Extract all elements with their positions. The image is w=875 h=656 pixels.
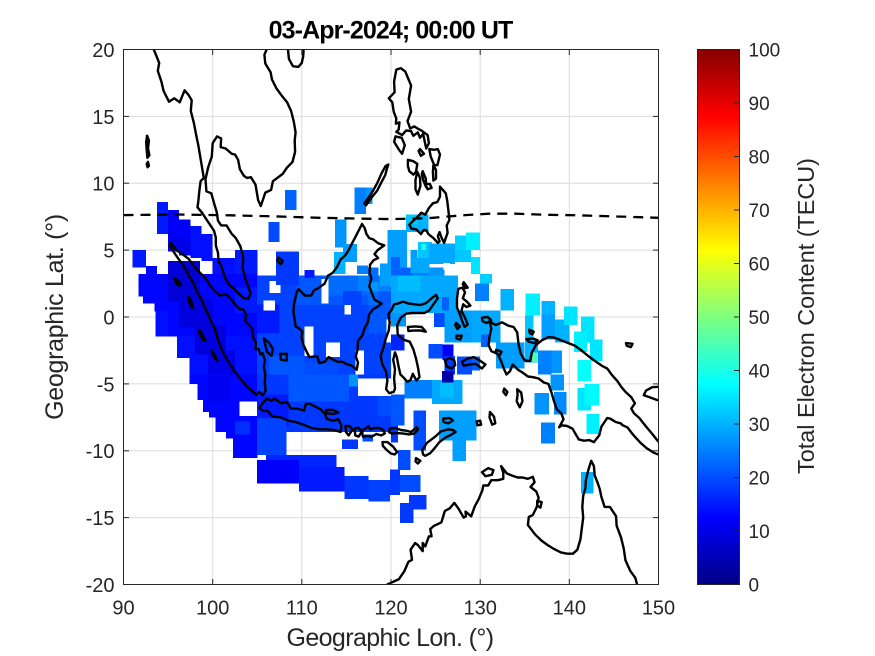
svg-text:120: 120: [374, 598, 407, 620]
svg-text:90: 90: [112, 598, 134, 620]
svg-text:130: 130: [464, 598, 497, 620]
svg-text:-10: -10: [86, 441, 115, 463]
svg-text:140: 140: [553, 598, 586, 620]
svg-text:70: 70: [749, 201, 770, 222]
svg-text:110: 110: [286, 598, 318, 620]
svg-text:03-Apr-2024; 00:00 UT: 03-Apr-2024; 00:00 UT: [269, 17, 513, 45]
svg-text:Geographic Lat. (°): Geographic Lat. (°): [41, 214, 69, 420]
svg-text:-5: -5: [97, 374, 115, 396]
svg-text:0: 0: [749, 576, 760, 597]
svg-text:-15: -15: [86, 508, 115, 530]
svg-text:100: 100: [749, 41, 781, 62]
svg-text:-20: -20: [86, 575, 115, 597]
svg-text:150: 150: [642, 598, 675, 620]
svg-text:5: 5: [103, 241, 114, 263]
svg-text:15: 15: [92, 107, 114, 129]
svg-text:60: 60: [749, 255, 770, 276]
svg-text:0: 0: [103, 307, 114, 329]
svg-text:50: 50: [749, 308, 770, 329]
svg-text:40: 40: [749, 362, 770, 383]
svg-text:20: 20: [749, 469, 770, 490]
svg-text:80: 80: [749, 148, 770, 169]
svg-text:Total Electron Content (TECU): Total Electron Content (TECU): [793, 158, 819, 474]
svg-text:Geographic Lon. (°): Geographic Lon. (°): [286, 624, 493, 652]
svg-text:90: 90: [749, 94, 770, 115]
svg-text:100: 100: [196, 598, 229, 620]
svg-text:10: 10: [749, 522, 770, 543]
svg-text:10: 10: [92, 174, 114, 196]
svg-text:20: 20: [92, 40, 114, 62]
svg-text:30: 30: [749, 415, 770, 436]
